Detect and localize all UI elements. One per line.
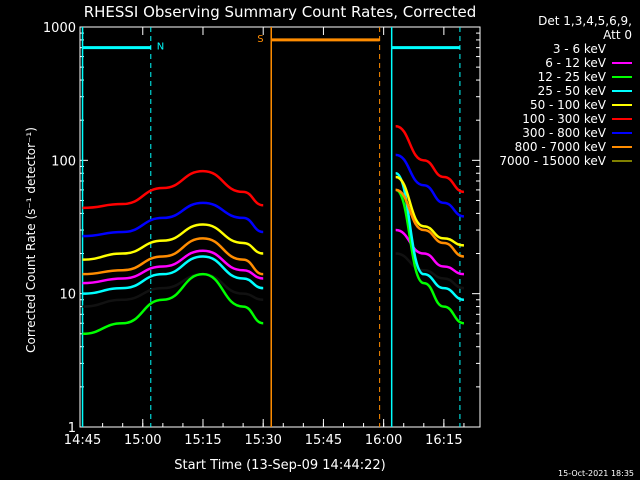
series-line-0-1 xyxy=(395,252,465,290)
legend-entry: 3 - 6 keV xyxy=(553,42,632,56)
legend-swatch xyxy=(612,76,632,78)
legend-swatch xyxy=(612,62,632,64)
series-line-7-1 xyxy=(395,188,465,258)
legend-entry-label: 12 - 25 keV xyxy=(537,70,606,84)
legend-swatch xyxy=(612,160,632,162)
series-line-6-1 xyxy=(395,153,465,218)
series-line-3-1 xyxy=(395,172,465,302)
legend-entry-label: 50 - 100 keV xyxy=(529,98,606,112)
x-axis-label: Start Time (13-Sep-09 14:44:22) xyxy=(174,458,385,473)
y-axis-label: Corrected Count Rate (s⁻¹ detector⁻¹) xyxy=(24,127,38,353)
x-tick-label: 15:30 xyxy=(244,433,281,448)
series-line-1-0 xyxy=(82,249,264,285)
y-tick-label: 1000 xyxy=(43,21,76,36)
legend-swatch xyxy=(612,90,632,92)
series-line-5-1 xyxy=(395,125,465,194)
series-line-6-0 xyxy=(82,201,264,238)
legend-swatch xyxy=(612,118,632,120)
x-tick-label: 15:15 xyxy=(184,433,221,448)
legend-entry: 6 - 12 keV xyxy=(545,56,632,70)
series-line-4-1 xyxy=(395,175,465,247)
legend-entry-label: 100 - 300 keV xyxy=(522,112,606,126)
series-line-1-1 xyxy=(395,228,465,276)
legend-entry-label: 800 - 7000 keV xyxy=(514,140,606,154)
x-tick-label: 15:00 xyxy=(124,433,161,448)
legend-entry: 300 - 800 keV xyxy=(522,126,632,140)
interval-label: N xyxy=(157,42,164,53)
legend-header: Det 1,3,4,5,6,9, Att 0 xyxy=(538,14,632,42)
legend-header-line-1: Det 1,3,4,5,6,9, xyxy=(538,14,632,28)
legend-swatch xyxy=(612,132,632,134)
legend-entry: 100 - 300 keV xyxy=(522,112,632,126)
series-line-5-0 xyxy=(82,169,264,210)
x-tick-label: 15:45 xyxy=(305,433,342,448)
legend-entry: 50 - 100 keV xyxy=(530,98,632,112)
series-line-2-1 xyxy=(395,188,465,325)
y-tick-label: 100 xyxy=(51,154,76,169)
x-tick-label: 16:00 xyxy=(365,433,402,448)
chart-title: RHESSI Observing Summary Count Rates, Co… xyxy=(84,3,477,21)
legend-entry: 12 - 25 keV xyxy=(538,70,632,84)
legend-swatch xyxy=(612,146,632,148)
legend-entry-label: 7000 - 15000 keV xyxy=(499,154,606,168)
x-tick-label: 14:45 xyxy=(64,433,101,448)
legend-entry-label: 3 - 6 keV xyxy=(552,42,606,56)
series-line-3-0 xyxy=(82,255,264,295)
footer-timestamp: 15-Oct-2021 18:35 xyxy=(558,469,634,478)
chart-marks: 1 10 100 1000 14:45 15:00 15:15 15:30 15:45 16:00… xyxy=(43,21,480,448)
legend-swatch xyxy=(612,48,632,50)
series-line-4-0 xyxy=(82,223,264,261)
legend-entry: 800 - 7000 keV xyxy=(515,140,632,154)
legend-entry-label: 6 - 12 keV xyxy=(545,56,606,70)
legend-entry-label: 25 - 50 keV xyxy=(537,84,606,98)
y-tick-label: 10 xyxy=(59,288,76,303)
interval-label: S xyxy=(257,34,263,45)
y-tick-label: 1 xyxy=(68,421,76,436)
series-line-0-0 xyxy=(82,272,264,308)
series-line-7-0 xyxy=(82,237,264,276)
series-line-2-0 xyxy=(82,272,264,336)
legend-header-line-2: Att 0 xyxy=(603,28,632,42)
x-tick-label: 16:15 xyxy=(425,433,462,448)
legend-swatch xyxy=(612,104,632,106)
legend-entry: 25 - 50 keV xyxy=(538,84,632,98)
plot-frame xyxy=(79,26,481,428)
legend-entry: 7000 - 15000 keV xyxy=(499,154,632,168)
legend-entry-label: 300 - 800 keV xyxy=(522,126,606,140)
